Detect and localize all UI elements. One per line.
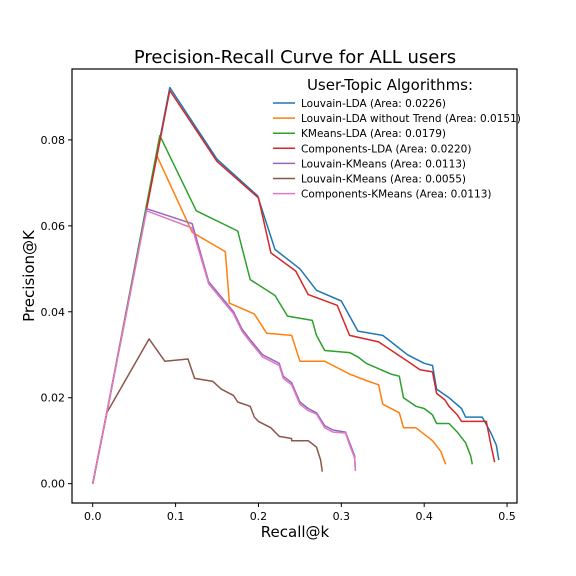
x-tick-label: 0.4 bbox=[415, 510, 433, 523]
legend-entry-5: Louvain-KMeans (Area: 0.0113) bbox=[301, 158, 466, 170]
series-line-6 bbox=[91, 338, 324, 484]
x-axis-ticks: 0.0 0.1 0.2 0.3 0.4 0.5 bbox=[84, 503, 516, 523]
series-line-4 bbox=[91, 89, 496, 484]
legend-entry-1: Louvain-LDA (Area: 0.0226) bbox=[301, 98, 446, 110]
axes-frame bbox=[71, 68, 518, 504]
x-tick-label: 0.3 bbox=[333, 510, 351, 523]
series-lines bbox=[91, 86, 500, 484]
x-tick-label: 0.2 bbox=[250, 510, 268, 523]
legend-title: User-Topic Algorithms: bbox=[307, 76, 473, 94]
legend: User-Topic Algorithms: Louvain-LDA (Area… bbox=[273, 76, 521, 201]
x-tick-label: 0.1 bbox=[167, 510, 185, 523]
series-line-5 bbox=[91, 207, 357, 484]
series-line-3 bbox=[91, 134, 474, 484]
y-tick-label: 0.00 bbox=[41, 478, 66, 491]
y-tick-label: 0.04 bbox=[41, 306, 66, 319]
x-tick-label: 0.5 bbox=[498, 510, 516, 523]
legend-entry-3: KMeans-LDA (Area: 0.0179) bbox=[301, 128, 446, 140]
y-tick-label: 0.08 bbox=[41, 134, 66, 147]
series-line-2 bbox=[91, 154, 447, 484]
y-tick-label: 0.06 bbox=[41, 220, 66, 233]
x-tick-label: 0.0 bbox=[84, 510, 102, 523]
legend-entry-7: Components-KMeans (Area: 0.0113) bbox=[301, 189, 492, 201]
series-line-1 bbox=[91, 86, 500, 484]
chart-title: Precision-Recall Curve for ALL users bbox=[134, 47, 456, 68]
x-axis-label: Recall@k bbox=[261, 523, 330, 541]
y-axis-ticks: 0.00 0.02 0.04 0.06 0.08 bbox=[41, 134, 72, 491]
legend-entry-2: Louvain-LDA without Trend (Area: 0.0151) bbox=[301, 113, 521, 125]
series-line-7 bbox=[91, 210, 357, 484]
y-tick-label: 0.02 bbox=[41, 392, 66, 405]
y-axis-label: Precision@K bbox=[20, 229, 38, 322]
legend-entry-6: Louvain-KMeans (Area: 0.0055) bbox=[301, 174, 466, 186]
legend-entry-4: Components-LDA (Area: 0.0220) bbox=[301, 143, 471, 155]
